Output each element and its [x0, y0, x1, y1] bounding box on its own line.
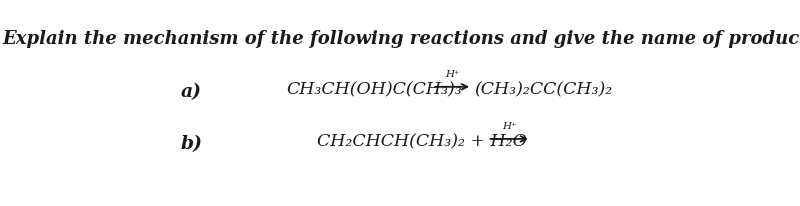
Text: Explain the mechanism of the following reactions and give the name of product?: Explain the mechanism of the following r…	[2, 29, 800, 47]
Text: b): b)	[181, 135, 202, 153]
Text: CH₂CHCH(CH₃)₂ + H₂O: CH₂CHCH(CH₃)₂ + H₂O	[317, 133, 527, 150]
Text: H⁺: H⁺	[502, 122, 517, 131]
Text: a): a)	[181, 82, 202, 100]
Text: (CH₃)₂CC(CH₃)₂: (CH₃)₂CC(CH₃)₂	[474, 81, 612, 97]
Text: CH₃CH(OH)C(CH₃)₃: CH₃CH(OH)C(CH₃)₃	[286, 81, 462, 97]
Text: H⁺: H⁺	[445, 70, 459, 79]
